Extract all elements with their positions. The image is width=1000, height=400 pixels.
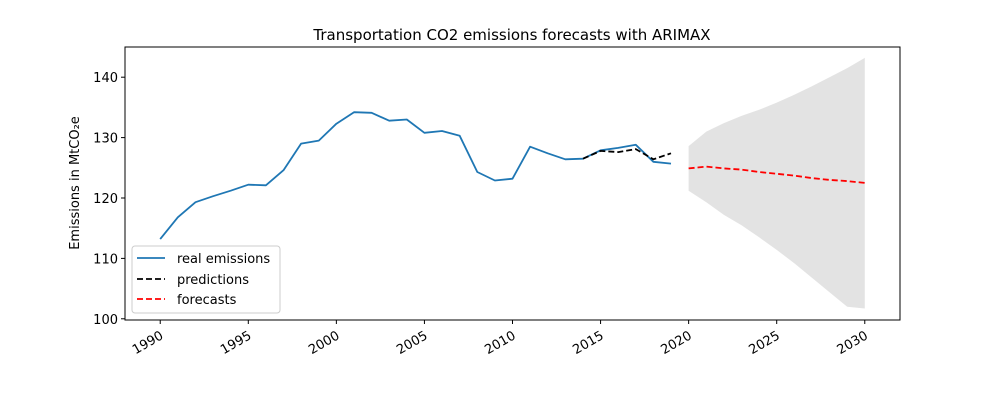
legend: real emissions predictions forecasts xyxy=(131,245,281,314)
series-forecasts-line xyxy=(688,165,865,184)
legend-box xyxy=(131,245,281,314)
legend-label-forecasts: forecasts xyxy=(177,293,237,308)
chart-title: Transportation CO2 emissions forecasts w… xyxy=(312,26,710,44)
legend-label-real: real emissions xyxy=(177,252,270,267)
y-tick-label: 110 xyxy=(93,252,118,267)
confidence-band xyxy=(688,57,865,309)
plot-area xyxy=(159,57,865,309)
y-tick-label: 130 xyxy=(93,132,118,147)
legend-label-predictions: predictions xyxy=(177,273,249,288)
series-predictions-line xyxy=(582,148,672,161)
y-tick-label: 100 xyxy=(93,313,118,328)
y-tick-label: 120 xyxy=(93,192,118,207)
y-tick-label: 140 xyxy=(93,71,118,86)
y-axis-label: Emissions in MtCO₂e xyxy=(68,116,83,250)
